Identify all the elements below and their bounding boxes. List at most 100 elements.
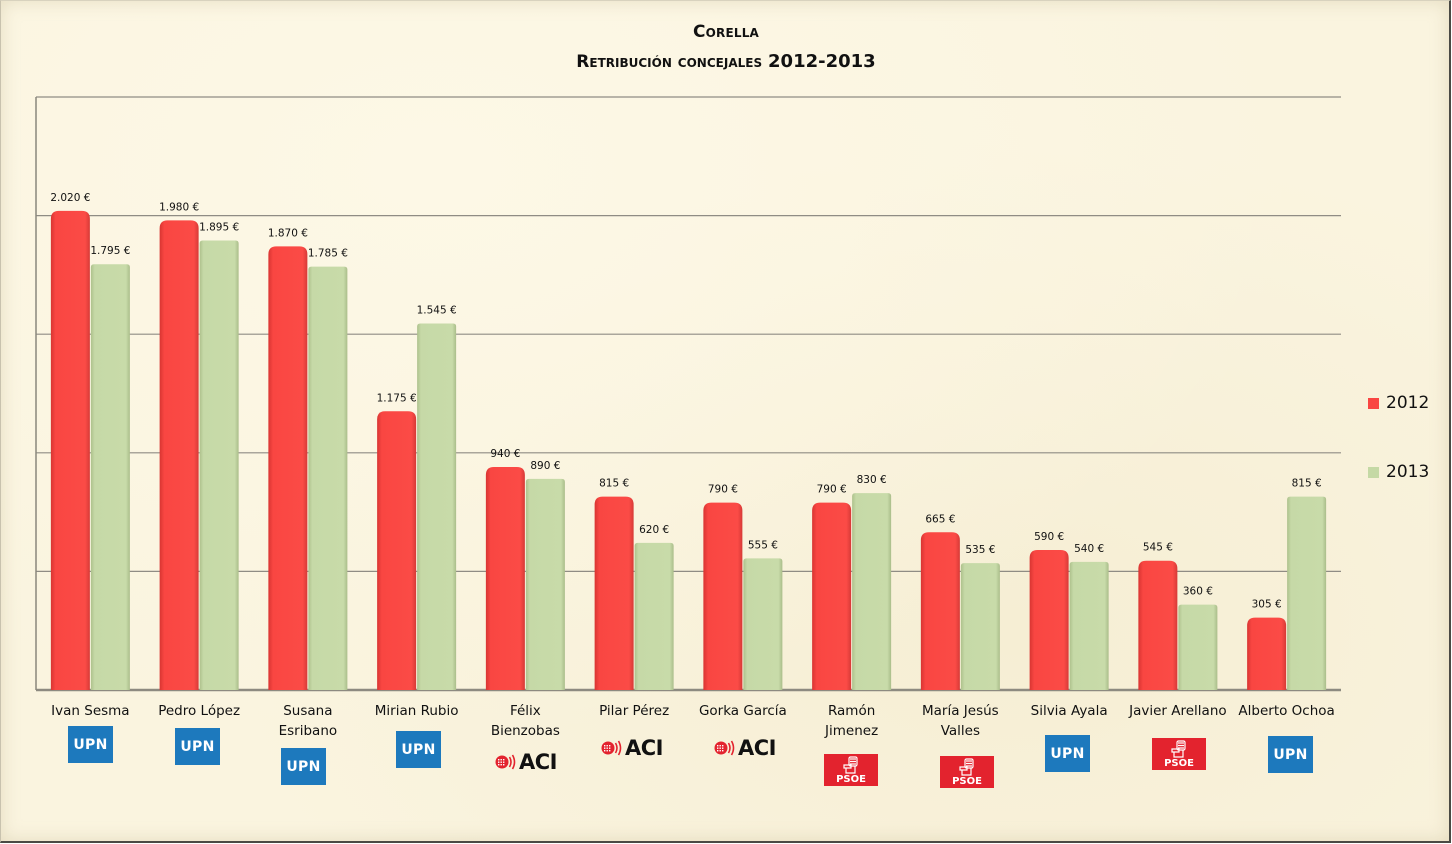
- upn-logo-text: UPN: [1050, 745, 1085, 762]
- psoe-logo: PSOE: [824, 754, 878, 786]
- x-tick-label-line: Ivan Sesma: [51, 703, 130, 719]
- legend-swatch-2013: [1368, 466, 1379, 478]
- data-labels-group: 2.020 € 1.980 € 1.870 € 1.175 € 940 € 815 € 79…: [50, 192, 1321, 611]
- x-tick-label-line: Javier Arellano: [1129, 703, 1227, 719]
- data-label-2013-5: 620 €: [639, 524, 669, 536]
- chart-subtitle-years: 2012-2013: [768, 51, 876, 72]
- data-label-2012-7: 790 €: [817, 484, 847, 496]
- chart-title: Corella: [692, 22, 760, 42]
- x-tick-label: Mirian Rubio: [364, 701, 470, 721]
- data-label-2012-3: 1.175 €: [377, 392, 417, 404]
- x-tick-label-line: Gorka García: [698, 703, 787, 719]
- psoe-logo: PSOE: [1152, 738, 1206, 770]
- x-tick-label-line: Alberto Ochoa: [1238, 703, 1335, 719]
- fist-rose-icon: [843, 756, 858, 774]
- bar-2012-2: [268, 246, 308, 690]
- bar-2012-1: [159, 220, 199, 690]
- x-tick-label-line: Pilar Pérez: [599, 703, 670, 719]
- data-label-2012-0: 2.020 €: [50, 192, 90, 204]
- aci-logo-text: ACI: [625, 736, 663, 760]
- data-label-2013-10: 360 €: [1183, 586, 1213, 598]
- data-label-2012-9: 590 €: [1034, 531, 1064, 543]
- x-tick-label-line: Mirian Rubio: [374, 703, 459, 719]
- upn-logo: UPN: [1268, 736, 1313, 773]
- legend-label-2012: 2012: [1386, 393, 1430, 413]
- x-tick-label-line: Susana: [283, 703, 333, 719]
- data-label-2012-2: 1.870 €: [268, 227, 308, 239]
- data-label-2013-0: 1.795 €: [90, 245, 130, 257]
- aci-sound-icon: [714, 740, 735, 756]
- aci-logo: ACI: [495, 750, 557, 774]
- x-tick-label-line: Félix: [509, 703, 541, 719]
- data-label-2013-9: 540 €: [1074, 543, 1104, 555]
- legend-item-2012: 2012: [1368, 393, 1429, 413]
- upn-logo: UPN: [281, 748, 326, 785]
- x-tick-label-line: Silvia Ayala: [1030, 703, 1108, 719]
- data-label-2013-11: 815 €: [1292, 478, 1322, 490]
- data-label-2012-8: 665 €: [925, 513, 955, 525]
- chart-title-block: Corella Retribución concejales 2012-2013: [0, 18, 1452, 77]
- bar-2012-10: [1138, 560, 1178, 690]
- bar-2013-8: [960, 563, 1000, 690]
- bar-2012-11: [1247, 617, 1287, 690]
- upn-logo: UPN: [396, 731, 441, 768]
- x-tick-label: Pilar Pérez: [581, 701, 687, 721]
- upn-logo: UPN: [68, 726, 113, 763]
- x-tick-label: María Jesús Valles: [907, 701, 1013, 741]
- bars-group: [50, 210, 1327, 691]
- data-label-2012-5: 815 €: [599, 478, 629, 490]
- x-tick-label: Ramón Jimenez: [799, 701, 905, 741]
- aci-sound-icon: [495, 754, 516, 770]
- legend-swatch-2012: [1368, 397, 1379, 409]
- x-tick-label: Silvia Ayala: [1016, 701, 1122, 721]
- x-tick-label-line: Jimenez: [825, 723, 879, 739]
- bar-2013-0: [90, 264, 130, 690]
- data-label-2013-4: 890 €: [530, 460, 560, 472]
- x-tick-label: Gorka García: [690, 701, 796, 721]
- psoe-logo-text: PSOE: [952, 776, 982, 787]
- chart-subtitle: Retribución concejales 2012-2013: [0, 47, 1452, 77]
- bar-2013-2: [308, 266, 348, 690]
- x-tick-label: Ivan Sesma: [37, 701, 143, 721]
- psoe-logo-text: PSOE: [1164, 758, 1194, 769]
- bar-2013-9: [1069, 561, 1109, 690]
- bar-2012-7: [812, 502, 852, 690]
- data-label-2013-6: 555 €: [748, 539, 778, 551]
- chart-subtitle-text: Retribución concejales: [576, 52, 769, 72]
- aci-logo: ACI: [601, 736, 663, 760]
- upn-logo-text: UPN: [286, 758, 321, 775]
- bar-2013-6: [743, 558, 783, 690]
- aci-logo-text: ACI: [519, 750, 557, 774]
- bar-2012-3: [377, 411, 417, 690]
- x-tick-label: Javier Arellano: [1125, 701, 1231, 721]
- x-tick-label: Alberto Ochoa: [1234, 701, 1340, 721]
- fist-rose-icon: [1171, 740, 1186, 758]
- data-label-2012-6: 790 €: [708, 484, 738, 496]
- x-tick-label-line: Bienzobas: [490, 723, 560, 739]
- bar-2012-4: [485, 467, 525, 690]
- data-label-2013-8: 535 €: [965, 544, 995, 556]
- bar-2012-5: [594, 496, 634, 690]
- bar-2013-11: [1287, 496, 1327, 690]
- data-label-2012-11: 305 €: [1252, 599, 1282, 611]
- bar-2013-10: [1178, 604, 1218, 690]
- gridlines: [36, 96, 1341, 692]
- x-tick-label-line: Valles: [940, 723, 981, 739]
- bar-2012-0: [50, 210, 90, 690]
- x-tick-label: Susana Esribano: [255, 701, 361, 741]
- bar-2013-3: [417, 323, 457, 690]
- x-tick-label-line: Pedro López: [158, 703, 241, 719]
- data-label-2013-1: 1.895 €: [199, 222, 239, 234]
- bar-2012-8: [920, 532, 960, 690]
- upn-logo: UPN: [1045, 735, 1090, 772]
- data-label-2012-4: 940 €: [490, 448, 520, 460]
- upn-logo: UPN: [175, 728, 220, 765]
- upn-logo-text: UPN: [401, 741, 436, 758]
- x-tick-label: Pedro López: [146, 701, 252, 721]
- bar-2012-9: [1029, 550, 1069, 690]
- x-tick-label: Félix Bienzobas: [472, 701, 578, 741]
- upn-logo-text: UPN: [1273, 746, 1308, 763]
- aci-logo-text: ACI: [738, 736, 776, 760]
